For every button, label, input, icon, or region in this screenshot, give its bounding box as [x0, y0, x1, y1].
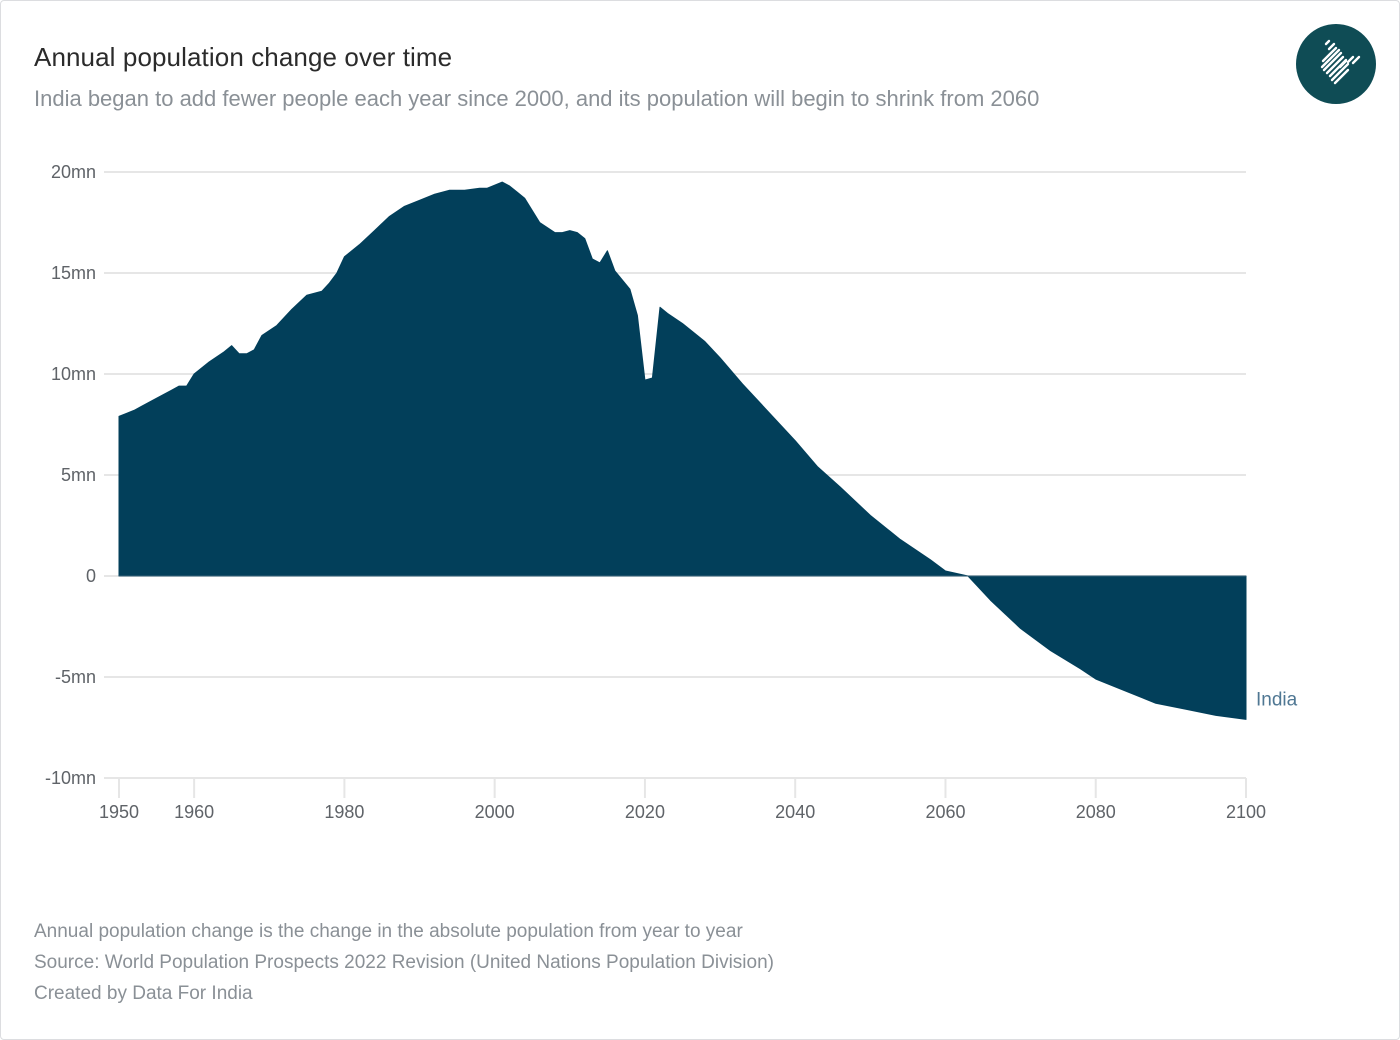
- y-tick-label: 5mn: [61, 465, 96, 485]
- x-tick-label: 2000: [475, 802, 515, 822]
- x-tick-label: 2060: [925, 802, 965, 822]
- y-tick-label: 20mn: [51, 162, 96, 182]
- chart-footer: Annual population change is the change i…: [34, 916, 774, 1009]
- x-axis-labels: 1950 1960 1980 2000 2020 2040 2060 2080 2100: [99, 802, 1266, 822]
- footnote: Annual population change is the change i…: [34, 921, 743, 942]
- y-tick-label: -10mn: [45, 768, 96, 788]
- x-tick-label: 2100: [1226, 802, 1266, 822]
- y-axis-labels: 20mn 15mn 10mn 5mn 0 -5mn -10mn: [45, 162, 96, 788]
- logo-stripes: [1320, 39, 1361, 85]
- x-tick-label: 2020: [625, 802, 665, 822]
- x-tick-label: 1980: [324, 802, 364, 822]
- x-tick-label: 2080: [1076, 802, 1116, 822]
- y-tick-label: 0: [86, 566, 96, 586]
- x-tick-label: 1950: [99, 802, 139, 822]
- source-note: Source: World Population Prospects 2022 …: [34, 952, 774, 973]
- chart-title: Annual population change over time: [34, 42, 453, 72]
- x-tick-label: 1960: [174, 802, 214, 822]
- credit-note: Created by Data For India: [34, 983, 253, 1004]
- x-axis: [118, 778, 1247, 798]
- series-label-india: India: [1256, 689, 1298, 710]
- india-map-logo-icon[interactable]: [1296, 24, 1376, 104]
- y-tick-label: 15mn: [51, 263, 96, 283]
- area-series: [118, 181, 1247, 720]
- area-india: [118, 181, 1247, 720]
- x-tick-label: 2040: [775, 802, 815, 822]
- y-tick-label: 10mn: [51, 364, 96, 384]
- chart-subtitle: India began to add fewer people each yea…: [34, 86, 1040, 111]
- area-chart: 20mn 15mn 10mn 5mn 0 -5mn -10mn 1950 1960 1980 20…: [45, 162, 1298, 822]
- y-tick-label: -5mn: [55, 667, 96, 687]
